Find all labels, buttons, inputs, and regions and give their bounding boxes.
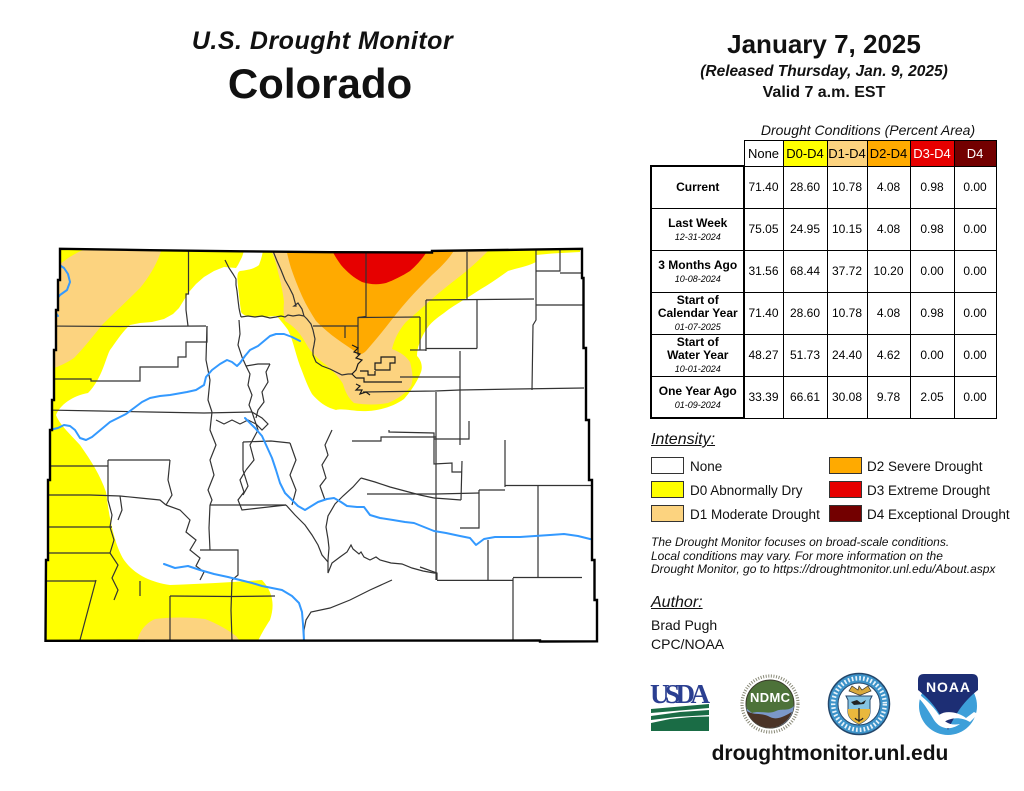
- svg-text:USDA: USDA: [650, 679, 711, 709]
- svg-text:NOAA: NOAA: [926, 679, 970, 695]
- svg-text:NDMC: NDMC: [750, 690, 791, 705]
